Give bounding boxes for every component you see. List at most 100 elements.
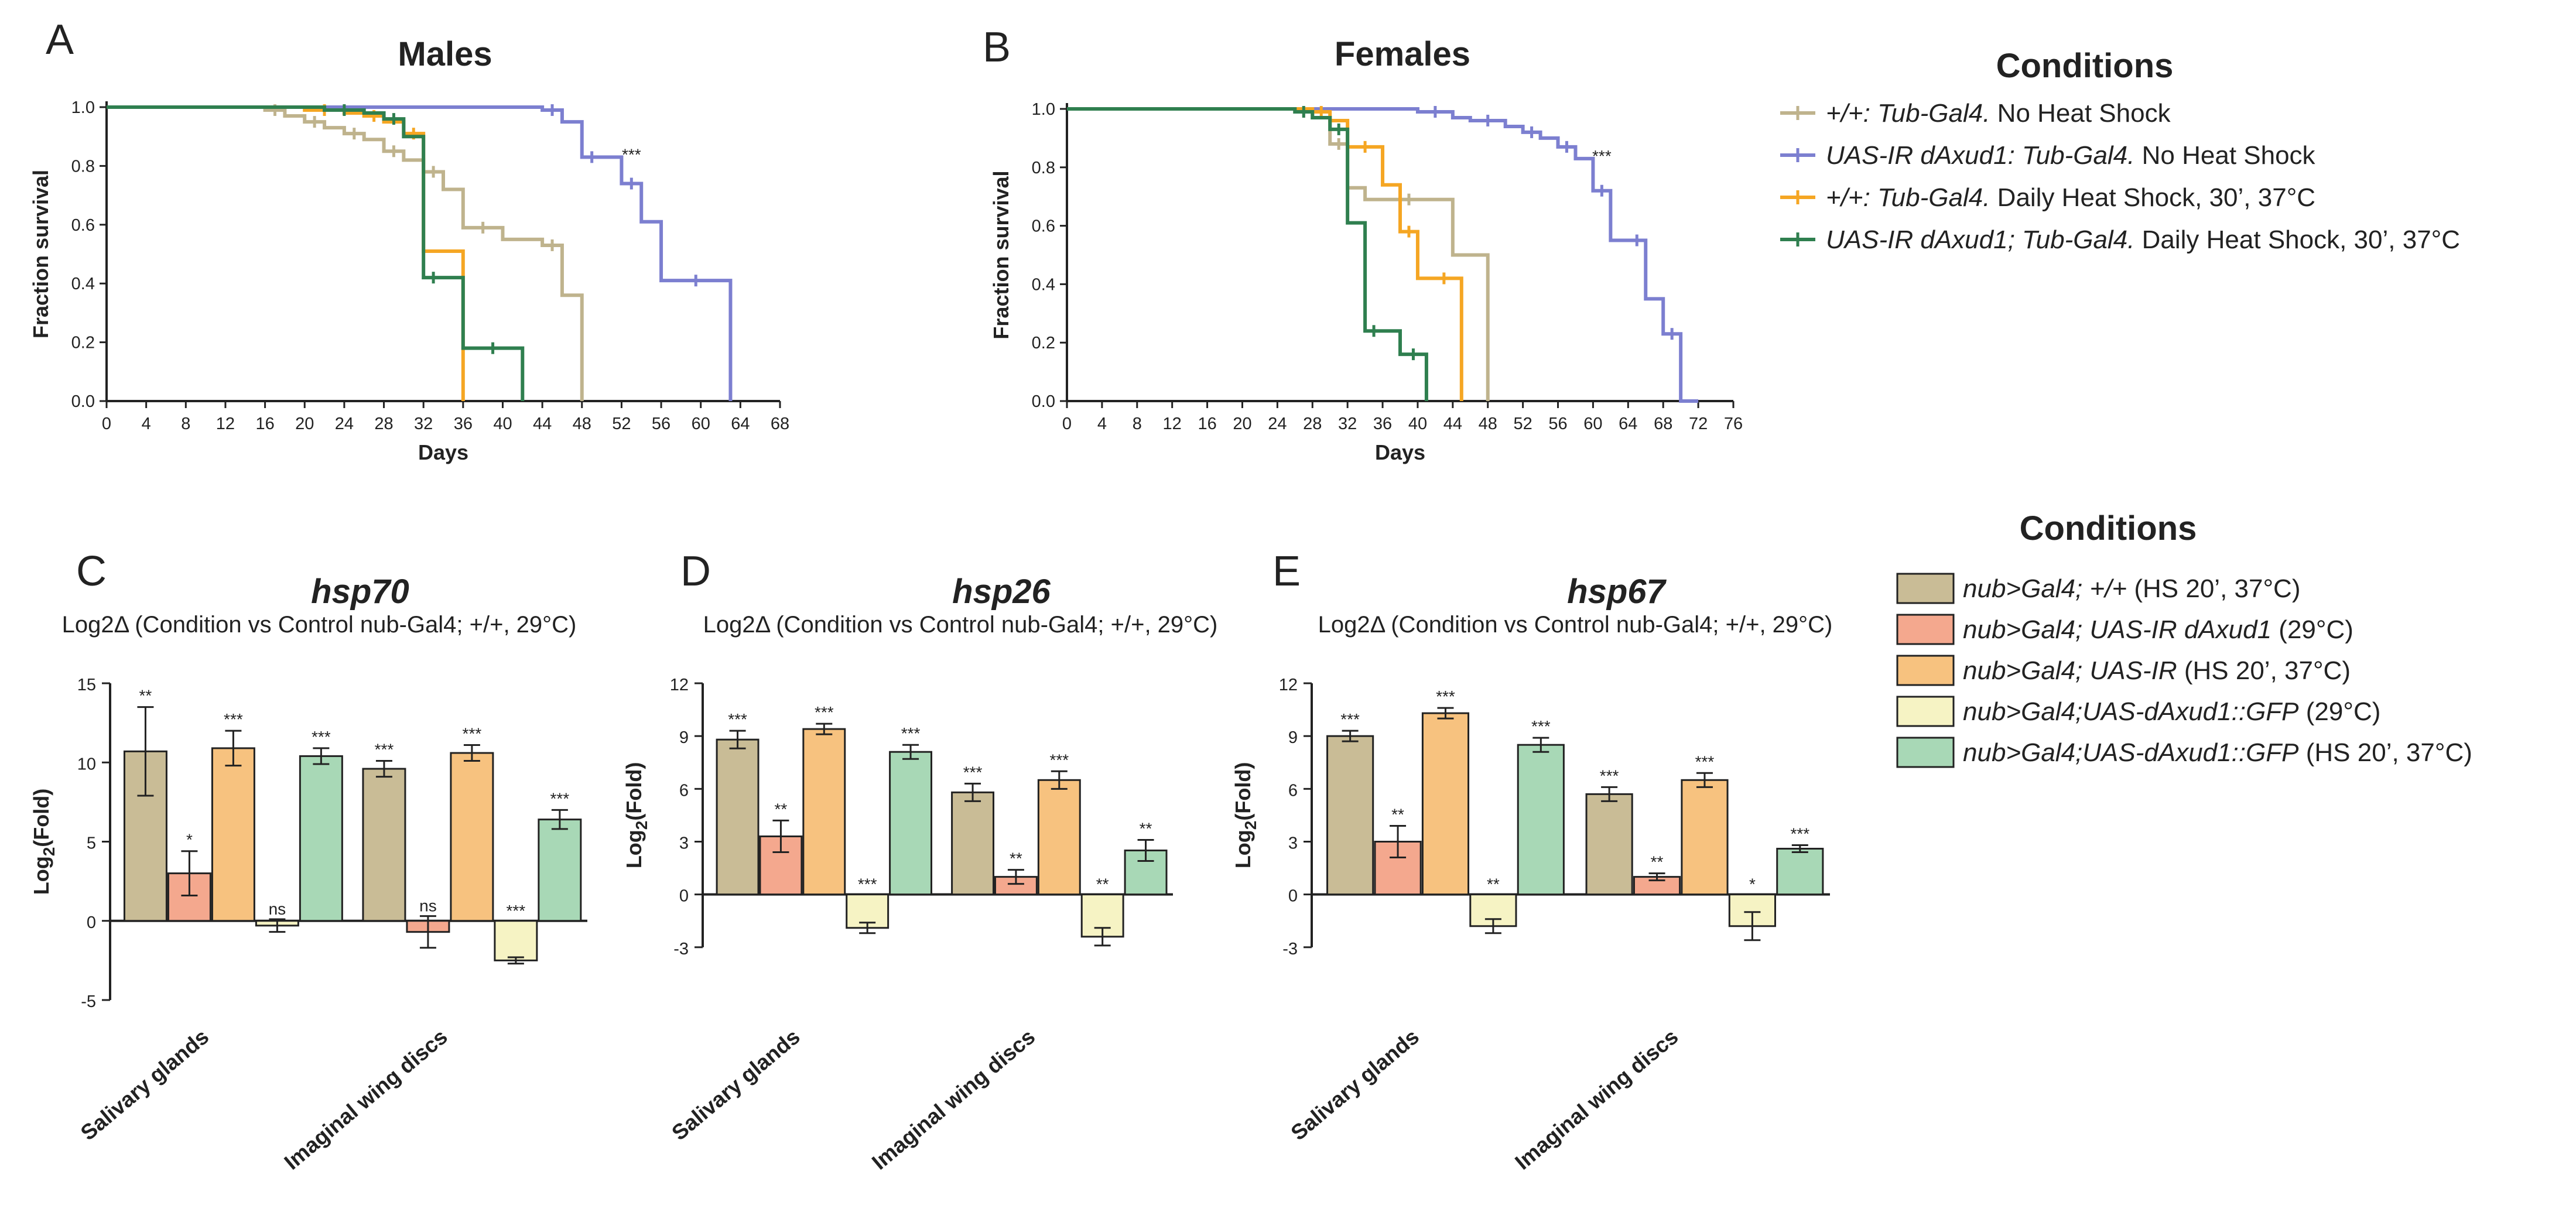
y-tick-label: 5 <box>87 834 96 853</box>
x-tick-label: 68 <box>1654 415 1672 433</box>
y-tick-label: 0.8 <box>71 157 95 176</box>
y-tick-label: 12 <box>670 676 689 694</box>
category-label: Imaginal wing discs <box>1510 1025 1682 1175</box>
x-tick-label: 16 <box>1198 415 1216 433</box>
y-tick-label: 0 <box>679 887 689 906</box>
significance-label: *** <box>815 703 834 721</box>
legend-treatment: Daily Heat Shock, 30’, 37°C <box>1990 183 2315 212</box>
significance-label: *** <box>1340 710 1360 728</box>
x-tick-label: 0 <box>102 415 111 433</box>
legend-genotype: nub>Gal4; UAS-IR <box>1963 656 2177 685</box>
y-axis-label: Fraction survival <box>29 170 53 338</box>
survival-curve-1 <box>107 105 584 401</box>
y-tick-label: 0.2 <box>1032 334 1055 352</box>
legend-label-3: +/+: Tub-Gal4. Daily Heat Shock, 30’, 37… <box>1826 183 2315 212</box>
significance-label: ** <box>139 687 152 705</box>
y-tick-label: 0.8 <box>1032 159 1055 177</box>
x-tick-label: 8 <box>181 415 190 433</box>
x-tick-label: 4 <box>142 415 151 433</box>
x-tick-label: 24 <box>335 415 354 433</box>
panel-title: hsp70 <box>311 573 409 611</box>
legend-label-1: +/+: Tub-Gal4. No Heat Shock <box>1826 99 2171 128</box>
x-tick-label: 48 <box>1479 415 1497 433</box>
survival-curve-4 <box>1067 107 1428 401</box>
legend-treatment: (HS 20’, 37°C) <box>2177 656 2351 685</box>
bar-5 <box>299 755 343 922</box>
significance-label: ** <box>1010 850 1022 868</box>
x-tick-label: 28 <box>374 415 393 433</box>
x-tick-label: 44 <box>533 415 552 433</box>
significance-label: *** <box>507 902 526 920</box>
significance-label: *** <box>1531 717 1551 735</box>
legend-label-4: UAS-IR dAxud1; Tub-Gal4. Daily Heat Shoc… <box>1826 225 2460 254</box>
significance-label: ** <box>1140 819 1152 837</box>
x-tick-label: 76 <box>1724 415 1743 433</box>
x-tick-label: 60 <box>692 415 710 433</box>
bar-2 <box>759 835 803 896</box>
survival-curve-2 <box>1067 107 1699 403</box>
x-tick-label: 16 <box>255 415 274 433</box>
y-tick-label: 1.0 <box>71 98 95 117</box>
significance-label: * <box>186 831 193 849</box>
legend-swatch-2 <box>1896 614 1955 645</box>
x-tick-label: 68 <box>771 415 789 433</box>
legend-treatment: No Heat Shock <box>1990 99 2171 128</box>
x-tick-label: 12 <box>216 415 235 433</box>
significance-label: * <box>1749 875 1756 893</box>
x-axis-label: Days <box>418 440 468 464</box>
y-axis-label-main: Log <box>1231 830 1255 868</box>
y-tick-label: 3 <box>1288 834 1298 853</box>
panel-letter: C <box>76 548 107 595</box>
category-label: Imaginal wing discs <box>280 1025 452 1175</box>
significance-label: *** <box>375 741 394 759</box>
x-tick-label: 32 <box>1338 415 1357 433</box>
y-tick-label: 9 <box>679 728 689 747</box>
legend-title: Conditions <box>2020 509 2197 547</box>
y-axis-label-sub: 2 <box>632 821 651 830</box>
x-tick-label: 36 <box>454 415 473 433</box>
panel-subtitle: Log2Δ (Condition vs Control nub-Gal4; +/… <box>62 612 577 638</box>
significance-label: *** <box>858 875 877 893</box>
legend-title: Conditions <box>1996 47 2174 85</box>
x-tick-label: 40 <box>1408 415 1427 433</box>
x-tick-label: 48 <box>573 415 591 433</box>
bar-1 <box>1585 793 1633 896</box>
bar-5 <box>538 819 582 922</box>
y-tick-label: 0 <box>87 913 96 932</box>
significance-annotation: *** <box>1592 147 1612 165</box>
x-tick-label: 52 <box>1513 415 1532 433</box>
panel-subtitle: Log2Δ (Condition vs Control nub-Gal4; +/… <box>703 612 1218 638</box>
x-tick-label: 12 <box>1163 415 1182 433</box>
y-tick-label: 0.0 <box>1032 392 1055 411</box>
y-tick-label: 12 <box>1279 676 1298 694</box>
legend-label-2: UAS-IR dAxud1: Tub-Gal4. No Heat Shock <box>1826 141 2316 170</box>
panel-letter: A <box>46 16 74 63</box>
y-axis-label-tail: (Fold) <box>622 762 646 821</box>
x-tick-label: 52 <box>612 415 631 433</box>
category-label: Salivary glands <box>1287 1025 1424 1145</box>
x-tick-label: 0 <box>1062 415 1072 433</box>
legend-label-5: nub>Gal4;UAS-dAxud1::GFP (HS 20’, 37°C) <box>1963 738 2472 767</box>
bar-1 <box>951 791 995 896</box>
legend-genotype: nub>Gal4;UAS-dAxud1::GFP <box>1963 697 2299 726</box>
significance-label: *** <box>728 710 747 728</box>
y-axis-label-tail: (Fold) <box>29 789 53 847</box>
significance-label: ** <box>1096 875 1109 893</box>
legend-treatment: (HS 20’, 37°C) <box>2127 574 2300 603</box>
x-tick-label: 64 <box>1619 415 1637 433</box>
x-tick-label: 56 <box>652 415 670 433</box>
y-tick-label: 6 <box>1288 781 1298 800</box>
y-tick-label: 10 <box>77 755 96 773</box>
x-tick-label: 24 <box>1268 415 1287 433</box>
y-axis-label: Log2(Fold) <box>29 789 58 895</box>
y-tick-label: 1.0 <box>1032 100 1055 119</box>
y-tick-label: 0.4 <box>1032 275 1055 294</box>
survival-legend: Conditions +/+: Tub-Gal4. No Heat Shock UA… <box>1780 47 2460 254</box>
